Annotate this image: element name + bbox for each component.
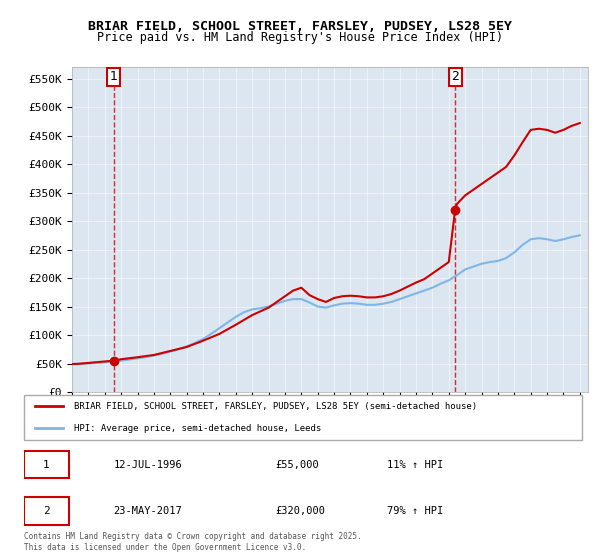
FancyBboxPatch shape xyxy=(24,497,68,525)
Text: 1: 1 xyxy=(43,460,50,470)
Text: £55,000: £55,000 xyxy=(275,460,319,470)
Text: 11% ↑ HPI: 11% ↑ HPI xyxy=(387,460,443,470)
Text: 2: 2 xyxy=(43,506,50,516)
Text: 1: 1 xyxy=(110,71,118,83)
Text: BRIAR FIELD, SCHOOL STREET, FARSLEY, PUDSEY, LS28 5EY: BRIAR FIELD, SCHOOL STREET, FARSLEY, PUD… xyxy=(88,20,512,32)
FancyBboxPatch shape xyxy=(24,395,582,440)
Text: 23-MAY-2017: 23-MAY-2017 xyxy=(113,506,182,516)
Text: £320,000: £320,000 xyxy=(275,506,325,516)
Text: Price paid vs. HM Land Registry's House Price Index (HPI): Price paid vs. HM Land Registry's House … xyxy=(97,31,503,44)
Text: HPI: Average price, semi-detached house, Leeds: HPI: Average price, semi-detached house,… xyxy=(74,424,322,433)
FancyBboxPatch shape xyxy=(24,451,68,478)
Text: BRIAR FIELD, SCHOOL STREET, FARSLEY, PUDSEY, LS28 5EY (semi-detached house): BRIAR FIELD, SCHOOL STREET, FARSLEY, PUD… xyxy=(74,402,478,410)
Text: 12-JUL-1996: 12-JUL-1996 xyxy=(113,460,182,470)
Text: 2: 2 xyxy=(451,71,459,83)
Text: Contains HM Land Registry data © Crown copyright and database right 2025.
This d: Contains HM Land Registry data © Crown c… xyxy=(24,532,362,552)
Text: 79% ↑ HPI: 79% ↑ HPI xyxy=(387,506,443,516)
